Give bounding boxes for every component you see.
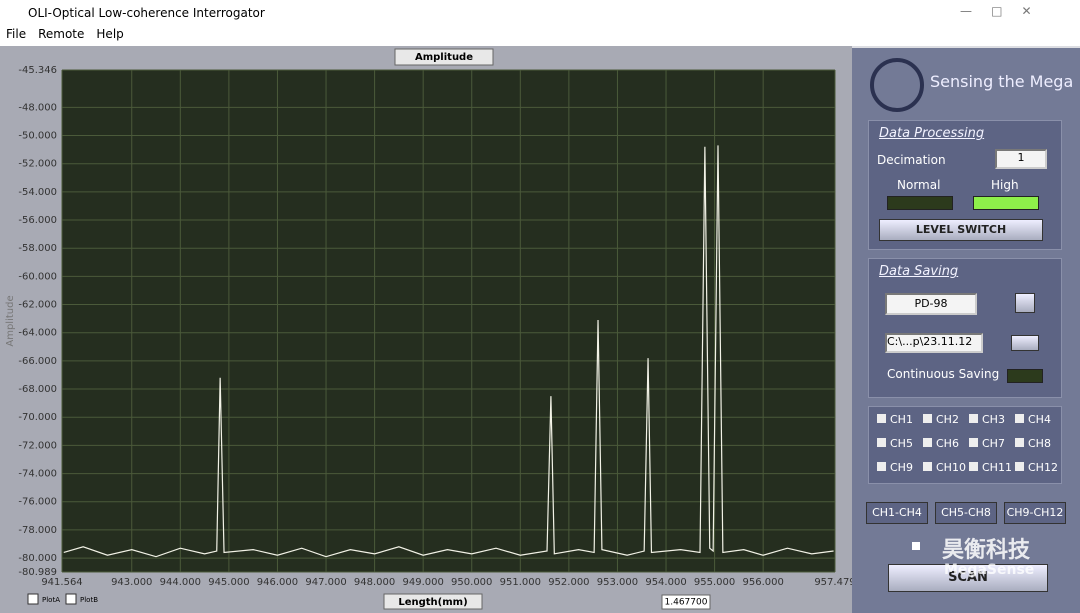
y-tick-label: -70.000 <box>18 412 57 423</box>
led-label: High <box>991 178 1019 192</box>
led <box>1007 369 1043 383</box>
channel-checkbox[interactable]: CH12 <box>1015 461 1065 474</box>
x-tick-label: 953.000 <box>597 577 638 588</box>
x-tick-label: 955.000 <box>694 577 735 588</box>
watermark: 昊衡科技 <box>942 538 1031 563</box>
channel-checkbox[interactable]: CH9 <box>877 461 927 474</box>
y-tick-label: -78.000 <box>18 525 57 536</box>
trace <box>63 145 834 558</box>
plot-area <box>62 70 835 572</box>
y-tick-label: -74.000 <box>18 469 57 480</box>
y-tick-label: -80.989 <box>18 567 57 578</box>
menu-bar: File Remote Help <box>0 27 1080 46</box>
x-tick-label: 944.000 <box>160 577 201 588</box>
save-button[interactable] <box>1015 293 1035 313</box>
window-title: OLI-Optical Low-coherence Interrogator <box>28 6 265 20</box>
x-tick-label: 949.000 <box>402 577 443 588</box>
x-tick-label: 946.000 <box>257 577 298 588</box>
y-tick-label: -72.000 <box>18 440 57 451</box>
y-tick-label: -56.000 <box>18 215 57 226</box>
menu-item[interactable]: File <box>6 27 27 41</box>
channel-checkbox[interactable]: CH11 <box>969 461 1019 474</box>
y-tick-label: -68.000 <box>18 384 57 395</box>
y-tick-label: -60.000 <box>18 271 57 282</box>
group-button[interactable]: CH1-CH4 <box>866 502 928 524</box>
x-tick-label: 943.000 <box>111 577 152 588</box>
title-bar: OLI-Optical Low-coherence Interrogator — … <box>0 0 1080 27</box>
legend-entry: PlotB <box>80 596 98 604</box>
x-tick-label: 956.000 <box>742 577 783 588</box>
window-controls[interactable]: — □ ✕ <box>960 4 1032 18</box>
section-title: Data Saving <box>879 264 959 279</box>
control-panel: Sensing the Mega Data Processing Decimat… <box>852 48 1080 613</box>
group-button[interactable]: CH5-CH8 <box>935 502 997 524</box>
channel-box: CH1 CH2 CH3 CH4 CH5 CH6 CH7 CH8 CH9 CH10 CH11 CH12 <box>868 406 1062 484</box>
channel-checkbox[interactable]: CH1 <box>877 413 927 426</box>
led-label: Normal <box>897 178 941 192</box>
x-tick-label: 954.000 <box>645 577 686 588</box>
legend-check[interactable] <box>27 593 39 605</box>
y-tick-label: -76.000 <box>18 497 57 508</box>
menu-item[interactable]: Help <box>96 27 124 41</box>
path-field[interactable]: C:\...p\23.11.12 <box>885 333 983 353</box>
legend-check[interactable] <box>65 593 77 605</box>
x-tick-label: 957.479 <box>814 577 852 588</box>
x-tick-label: 945.000 <box>208 577 249 588</box>
x-tick-label: 950.000 <box>451 577 492 588</box>
x-axis-title: Length(mm) <box>398 597 467 608</box>
channel-checkbox[interactable]: CH8 <box>1015 437 1065 450</box>
field-label: Continuous Saving <box>887 367 1000 381</box>
y-tick-label: -52.000 <box>18 159 57 170</box>
channel-checkbox[interactable]: CH6 <box>923 437 973 450</box>
x-tick-label: 952.000 <box>548 577 589 588</box>
chart-title: Amplitude <box>415 52 473 63</box>
channel-checkbox[interactable]: CH2 <box>923 413 973 426</box>
cursor-box[interactable] <box>661 594 711 610</box>
menu-item[interactable]: Remote <box>38 27 85 41</box>
field-label: Decimation <box>877 153 946 167</box>
led <box>973 196 1039 210</box>
x-tick-label: 948.000 <box>354 577 395 588</box>
x-tick-label: 951.000 <box>500 577 541 588</box>
legend-entry: PlotA <box>42 596 60 604</box>
x-tick-label: 947.000 <box>305 577 346 588</box>
chart: Amplitude Amplitude Length(mm) PlotA Plo… <box>0 46 852 613</box>
folder-button[interactable] <box>1011 335 1039 351</box>
decimation-field[interactable]: 1 <box>995 149 1047 169</box>
watermark: MegaSense <box>944 562 1035 578</box>
y-tick-label: -54.000 <box>18 187 57 198</box>
group-button[interactable]: CH9-CH12 <box>1004 502 1066 524</box>
processing-box: Data Processing Decimation 1 Normal High… <box>868 120 1062 250</box>
cursor-value: 1.467700 <box>665 598 708 608</box>
y-tick-label: -58.000 <box>18 243 57 254</box>
saving-box: Data Saving PD-98 C:\...p\23.11.12 Conti… <box>868 258 1062 398</box>
led <box>887 196 953 210</box>
channel-checkbox[interactable]: CH10 <box>923 461 973 474</box>
y-tick-label: -48.000 <box>18 102 57 113</box>
name-field[interactable]: PD-98 <box>885 293 977 315</box>
y-axis-title: Amplitude <box>5 295 16 346</box>
channel-checkbox[interactable]: CH7 <box>969 437 1019 450</box>
channel-checkbox[interactable]: CH4 <box>1015 413 1065 426</box>
x-title-box <box>383 593 483 610</box>
y-tick-label: -45.346 <box>18 65 57 76</box>
y-tick-label: -80.000 <box>18 553 57 564</box>
logo-text: Sensing the Mega <box>930 72 1074 91</box>
channel-checkbox[interactable]: CH5 <box>877 437 927 450</box>
y-tick-label: -62.000 <box>18 300 57 311</box>
channel-checkbox[interactable]: CH3 <box>969 413 1019 426</box>
level-switch-button[interactable]: LEVEL SWITCH <box>879 219 1043 241</box>
x-tick-label: 941.564 <box>41 577 82 588</box>
logo-mark <box>870 58 924 112</box>
y-tick-label: -66.000 <box>18 356 57 367</box>
y-tick-label: -64.000 <box>18 328 57 339</box>
y-tick-label: -50.000 <box>18 131 57 142</box>
scan-button[interactable]: SCAN <box>888 564 1048 592</box>
title-box <box>394 48 494 66</box>
section-title: Data Processing <box>879 126 985 141</box>
checkbox[interactable] <box>912 542 920 550</box>
